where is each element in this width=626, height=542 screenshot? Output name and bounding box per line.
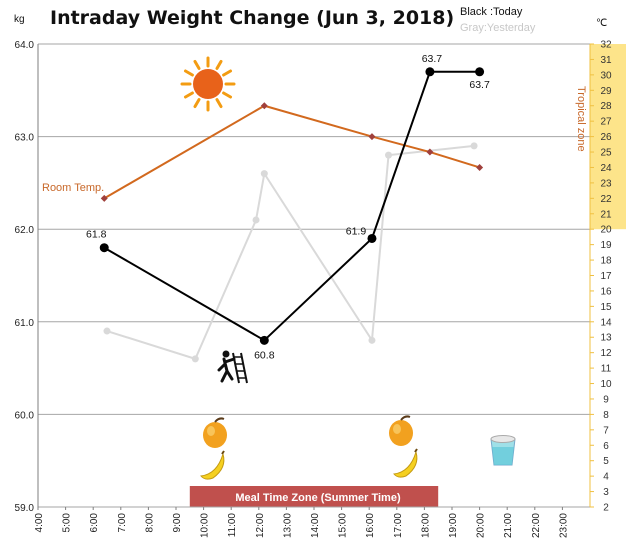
tropical-zone-label: Tropical zone: [575, 86, 587, 152]
y2-tick-label: 20: [600, 225, 612, 236]
cup-icon: [490, 435, 516, 466]
x-tick-label: 11:00: [227, 513, 238, 538]
y-tick-label: 61.0: [15, 318, 35, 329]
y2-tick-label: 25: [600, 148, 612, 159]
today-data-label: 60.8: [254, 349, 275, 361]
y2-tick-label: 2: [603, 503, 609, 514]
x-tick-label: 23:00: [558, 513, 569, 538]
y2-tick-label: 21: [600, 209, 612, 220]
y2-tick-label: 23: [600, 178, 612, 189]
y2-tick-label: 4: [603, 472, 609, 483]
y2-tick-label: 17: [600, 271, 612, 282]
y2-tick-label: 3: [603, 487, 609, 498]
today-data-label: 61.9: [346, 225, 367, 237]
y2-tick-label: 28: [600, 101, 612, 112]
right-unit: ℃: [596, 18, 607, 29]
x-tick-label: 13:00: [282, 513, 293, 538]
left-unit: kg: [14, 14, 25, 25]
yesterday-point: [470, 142, 478, 150]
x-tick-label: 5:00: [62, 513, 73, 533]
room-temp-point: [260, 102, 268, 110]
y2-tick-label: 11: [601, 364, 612, 375]
x-tick-label: 18:00: [420, 513, 431, 538]
legend-yesterday: Gray:Yesterday: [460, 22, 536, 34]
x-tick-label: 8:00: [144, 513, 155, 533]
room-temp-point: [476, 163, 484, 171]
banana-icon: [393, 448, 418, 478]
mango-icon: [203, 417, 227, 448]
y2-tick-label: 16: [600, 286, 612, 297]
y2-tick-label: 30: [600, 70, 612, 81]
today-point: [367, 233, 377, 243]
room-temp-point: [100, 194, 108, 202]
x-tick-label: 16:00: [365, 513, 376, 538]
meal-zone-bar: [189, 486, 439, 507]
meal-zone-label: Meal Time Zone (Summer Time): [235, 492, 401, 504]
y2-tick-label: 19: [600, 240, 612, 251]
x-tick-label: 14:00: [310, 513, 321, 538]
y2-tick-label: 5: [603, 456, 609, 467]
x-tick-label: 12:00: [255, 513, 266, 538]
yesterday-point: [252, 216, 260, 224]
y2-tick-label: 24: [600, 163, 612, 174]
y2-tick-label: 18: [600, 256, 612, 267]
x-tick-label: 10:00: [200, 513, 211, 538]
y-tick-label: 64.0: [15, 40, 35, 51]
yesterday-point: [260, 170, 268, 178]
y2-tick-label: 14: [600, 317, 612, 328]
y2-tick-label: 13: [600, 333, 612, 344]
x-tick-label: 4:00: [34, 513, 45, 533]
y2-tick-label: 32: [600, 40, 612, 51]
sun-icon: [180, 56, 236, 112]
x-tick-label: 22:00: [531, 513, 542, 538]
y2-tick-label: 10: [600, 379, 612, 390]
yesterday-point: [103, 327, 111, 335]
chart-title: Intraday Weight Change (Jun 3, 2018): [50, 7, 454, 29]
y-tick-label: 59.0: [15, 503, 35, 514]
today-point: [425, 67, 435, 77]
tropical-zone-band: [590, 44, 626, 230]
y-tick-label: 60.0: [15, 410, 35, 421]
y2-tick-label: 8: [603, 410, 609, 421]
x-tick-label: 17:00: [393, 513, 404, 538]
y-tick-label: 62.0: [15, 225, 35, 236]
x-tick-label: 15:00: [338, 513, 349, 538]
yesterday-point: [368, 336, 376, 344]
legend-today: Black :Today: [460, 6, 523, 18]
today-point: [259, 335, 269, 345]
banana-icon: [200, 450, 225, 480]
y2-tick-label: 15: [600, 302, 612, 313]
x-tick-label: 7:00: [117, 513, 128, 533]
yesterday-point: [385, 151, 393, 159]
y2-tick-label: 29: [600, 86, 612, 97]
y2-tick-label: 6: [603, 441, 609, 452]
mango-icon: [389, 415, 413, 446]
y2-tick-label: 7: [603, 425, 609, 436]
y2-tick-label: 27: [600, 117, 612, 128]
y-tick-label: 63.0: [15, 133, 35, 144]
today-point: [475, 67, 485, 77]
y2-tick-label: 9: [603, 394, 609, 405]
room-temp-point: [368, 133, 376, 141]
y2-tick-label: 22: [600, 194, 612, 205]
y2-tick-label: 12: [600, 348, 612, 359]
today-data-label: 63.7: [422, 53, 443, 65]
today-point: [99, 243, 109, 253]
x-tick-label: 21:00: [503, 513, 514, 538]
yesterday-point: [191, 355, 199, 363]
room-temp-point: [426, 148, 434, 156]
x-tick-label: 20:00: [476, 513, 487, 538]
x-tick-label: 9:00: [172, 513, 183, 533]
x-tick-label: 19:00: [448, 513, 459, 538]
room-temp-label: Room Temp.: [42, 182, 104, 194]
today-data-label: 61.8: [86, 229, 107, 241]
climber-icon: [217, 350, 248, 384]
today-data-label: 63.7: [469, 79, 490, 91]
y2-tick-label: 31: [600, 55, 612, 66]
y2-tick-label: 26: [600, 132, 612, 143]
x-tick-label: 6:00: [89, 513, 100, 533]
